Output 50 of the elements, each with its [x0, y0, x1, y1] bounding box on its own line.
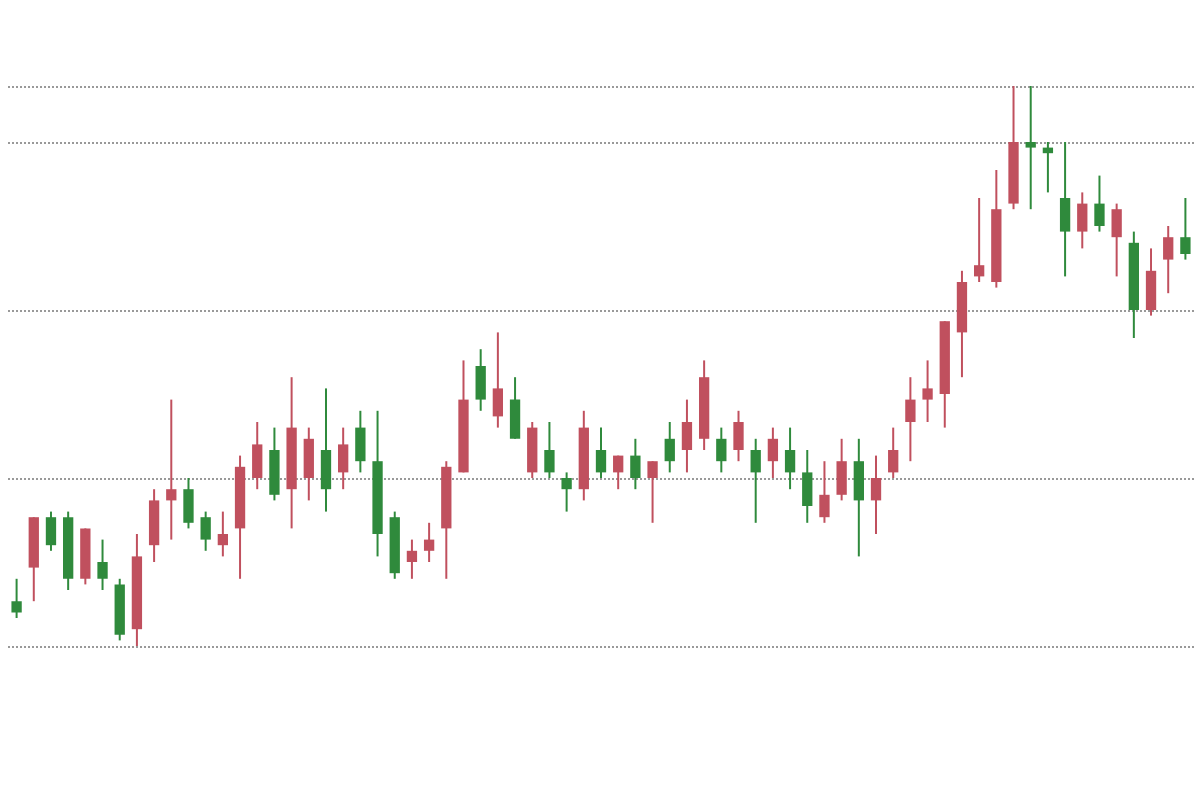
candlestick — [303, 426, 314, 502]
candlestick — [922, 359, 933, 423]
candlestick — [527, 421, 538, 479]
candlestick — [269, 426, 280, 502]
candlestick — [1180, 197, 1191, 261]
candlestick — [11, 577, 22, 619]
candlestick — [630, 437, 641, 491]
candlestick — [423, 521, 435, 563]
candlestick — [561, 471, 572, 513]
candlestick — [200, 510, 211, 552]
candlestick — [1145, 247, 1157, 317]
candlestick — [217, 510, 229, 558]
candlestick — [166, 398, 177, 541]
candlestick — [664, 421, 675, 474]
candlestick — [750, 437, 761, 524]
candlestick — [45, 510, 57, 552]
candlestick — [252, 421, 263, 491]
candlestick — [406, 538, 418, 580]
candlestick — [492, 331, 504, 429]
candlestick — [1059, 141, 1071, 278]
candlestick — [853, 437, 864, 558]
candlestick — [888, 426, 899, 479]
candlestick — [1111, 202, 1122, 278]
candlestick — [320, 387, 332, 513]
candlestick — [733, 409, 744, 463]
candlestick — [544, 421, 555, 479]
candlestick — [475, 348, 486, 412]
candlestick — [595, 426, 607, 479]
candlestick — [1025, 85, 1036, 211]
candlestick — [870, 454, 882, 535]
candlestick — [784, 426, 796, 491]
candlestick — [905, 376, 916, 463]
candlestick — [973, 197, 985, 283]
candlestick — [647, 460, 658, 524]
candlestick — [183, 477, 194, 530]
candlestick — [613, 454, 624, 491]
candlestick — [681, 398, 693, 474]
candlestick — [355, 409, 366, 474]
candlestick — [802, 449, 813, 524]
candlestick — [1163, 225, 1174, 295]
candlestick — [1077, 191, 1088, 250]
candlestick — [836, 437, 847, 502]
candlestick — [509, 376, 521, 440]
candlestick — [767, 426, 779, 479]
candlestick — [338, 426, 349, 491]
candlestick — [1094, 174, 1105, 233]
candlestick — [97, 538, 108, 591]
candlestick — [819, 460, 830, 524]
candlestick — [148, 488, 160, 563]
candlestick — [716, 426, 727, 474]
